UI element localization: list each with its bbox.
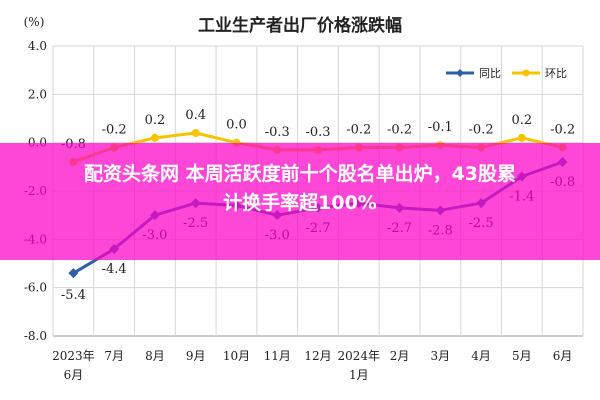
x-tick-label: 10月 xyxy=(223,349,250,363)
overlay-banner[interactable] xyxy=(0,143,600,260)
data-label-mom: -0.3 xyxy=(265,125,290,140)
y-tick-label: -6.0 xyxy=(24,281,47,295)
legend-marker xyxy=(456,69,464,77)
x-tick-label: 2024年 xyxy=(337,349,380,363)
x-tick-label: 2月 xyxy=(390,349,410,363)
x-tick-label: 4月 xyxy=(471,349,491,363)
data-label-mom: -0.3 xyxy=(305,125,330,140)
x-tick-label: 2023年 xyxy=(52,349,95,363)
data-label-mom: 0.0 xyxy=(226,118,247,133)
x-tick-label: 1月 xyxy=(349,368,369,382)
y-tick-label: 4.0 xyxy=(28,39,47,53)
chart-title: 工业生产者出厂价格涨跌幅 xyxy=(198,15,402,36)
overlay-line-1: 配资头条网 本周活跃度前十个股名单出炉，43股累 xyxy=(83,163,517,185)
data-label-mom: 0.4 xyxy=(185,108,206,123)
x-tick-label: 5月 xyxy=(512,349,532,363)
x-tick-label: 9月 xyxy=(186,349,206,363)
data-label-mom: 0.2 xyxy=(145,113,166,128)
data-label-mom: -0.1 xyxy=(428,120,453,135)
legend-label: 环比 xyxy=(545,67,567,80)
x-tick-label: 11月 xyxy=(264,349,291,363)
y-axis-unit-label: (%) xyxy=(24,15,45,29)
data-point-yoy xyxy=(68,268,79,279)
data-label-yoy: -4.4 xyxy=(102,262,127,277)
x-tick-label: 6月 xyxy=(553,349,573,363)
x-tick-label: 8月 xyxy=(145,349,165,363)
data-label-mom: -0.2 xyxy=(469,123,494,138)
overlay-line-2: 计换手率超100% xyxy=(223,192,377,214)
data-label-mom: -0.2 xyxy=(102,123,127,138)
data-point-mom xyxy=(517,133,526,142)
data-point-mom xyxy=(191,129,200,137)
x-tick-label: 3月 xyxy=(430,349,450,363)
y-tick-label: 2.0 xyxy=(28,87,47,101)
x-tick-label: 12月 xyxy=(304,349,331,363)
x-tick-label: 7月 xyxy=(104,349,124,363)
data-label-mom: 0.2 xyxy=(512,113,533,128)
legend-marker xyxy=(522,69,530,77)
data-label-mom: -0.2 xyxy=(346,123,371,138)
legend-label: 同比 xyxy=(479,67,501,80)
data-label-mom: -0.2 xyxy=(387,123,412,138)
data-point-mom xyxy=(150,133,159,142)
data-label-yoy: -5.4 xyxy=(61,288,86,303)
y-tick-label: -8.0 xyxy=(24,329,47,343)
x-tick-label: 6月 xyxy=(64,368,84,382)
overlay-banner-text[interactable]: 配资头条网 本周活跃度前十个股名单出炉，43股累 计换手率超100% xyxy=(0,160,600,218)
data-label-mom: -0.2 xyxy=(550,123,575,138)
